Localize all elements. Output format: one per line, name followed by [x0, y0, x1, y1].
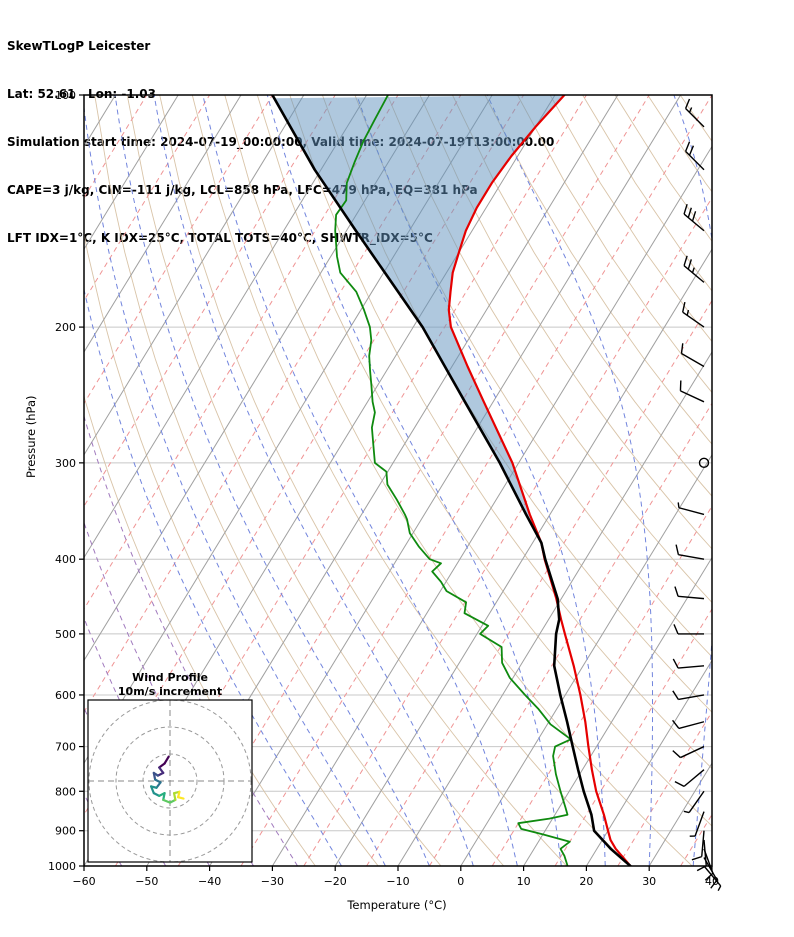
hodograph-title: Wind Profile — [132, 671, 208, 684]
x-axis-label: Temperature (°C) — [347, 898, 447, 912]
svg-text:30: 30 — [642, 875, 656, 888]
svg-text:20: 20 — [579, 875, 593, 888]
svg-text:200: 200 — [55, 321, 76, 334]
svg-text:100: 100 — [55, 89, 76, 102]
svg-text:500: 500 — [55, 628, 76, 641]
svg-text:0: 0 — [457, 875, 464, 888]
svg-text:800: 800 — [55, 785, 76, 798]
y-axis-label: Pressure (hPa) — [24, 395, 38, 479]
svg-text:−50: −50 — [135, 875, 158, 888]
svg-text:400: 400 — [55, 553, 76, 566]
svg-text:600: 600 — [55, 689, 76, 702]
svg-text:−40: −40 — [198, 875, 221, 888]
svg-text:700: 700 — [55, 741, 76, 754]
hodograph-subtitle: 10m/s increment — [117, 685, 223, 698]
svg-text:900: 900 — [55, 825, 76, 838]
header-latlon: Lat: 52.61 Lon: -1.03 — [7, 87, 156, 101]
page-title: SkewTLogP Leicester — [7, 39, 151, 53]
svg-text:1000: 1000 — [48, 860, 76, 873]
svg-text:300: 300 — [55, 457, 76, 470]
svg-text:−20: −20 — [324, 875, 347, 888]
svg-text:−30: −30 — [261, 875, 284, 888]
svg-text:−60: −60 — [72, 875, 95, 888]
svg-text:10: 10 — [517, 875, 531, 888]
svg-text:−10: −10 — [386, 875, 409, 888]
